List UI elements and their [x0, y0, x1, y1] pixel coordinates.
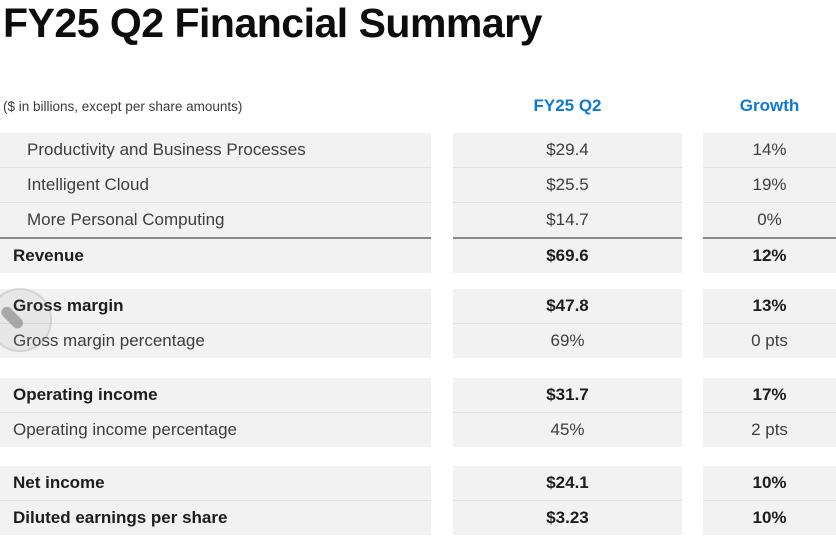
row-value-fy25-q2: 69%: [453, 323, 682, 358]
table-row: More Personal Computing $14.7 0%: [0, 202, 836, 237]
row-value-fy25-q2: $3.23: [453, 500, 682, 535]
table-block: Operating income $31.7 17% Operating inc…: [0, 378, 836, 447]
table-row: Intelligent Cloud $25.5 19%: [0, 167, 836, 202]
row-value-growth: 14%: [703, 133, 836, 167]
table-note: ($ in billions, except per share amounts…: [3, 99, 243, 114]
table-row: Productivity and Business Processes $29.…: [0, 133, 836, 167]
page-title: FY25 Q2 Financial Summary: [3, 0, 542, 46]
table-row: Operating income $31.7 17%: [0, 378, 836, 412]
row-value-growth: 10%: [703, 466, 836, 500]
table-row: Gross margin percentage 69% 0 pts: [0, 323, 836, 358]
table-row: Diluted earnings per share $3.23 10%: [0, 500, 836, 535]
row-value-growth: 13%: [703, 289, 836, 323]
row-value-fy25-q2: $14.7: [453, 202, 682, 237]
row-label: Intelligent Cloud: [0, 167, 431, 202]
table-block: Productivity and Business Processes $29.…: [0, 133, 836, 273]
row-value-growth: 10%: [703, 500, 836, 535]
row-value-growth: 17%: [703, 378, 836, 412]
row-value-fy25-q2: $25.5: [453, 167, 682, 202]
table-row: Revenue $69.6 12%: [0, 237, 836, 273]
row-label: Operating income: [0, 378, 431, 412]
row-label: Productivity and Business Processes: [0, 133, 431, 167]
row-value-fy25-q2: $29.4: [453, 133, 682, 167]
row-label: Revenue: [0, 237, 431, 273]
row-label: Gross margin percentage: [0, 323, 431, 358]
table-row: Net income $24.1 10%: [0, 466, 836, 500]
row-label: Net income: [0, 466, 431, 500]
table-row: Operating income percentage 45% 2 pts: [0, 412, 836, 447]
row-value-fy25-q2: $69.6: [453, 237, 682, 273]
column-header-fy25-q2: FY25 Q2: [533, 96, 602, 115]
row-value-growth: 19%: [703, 167, 836, 202]
table-block: Gross margin $47.8 13% Gross margin perc…: [0, 289, 836, 358]
row-value-growth: 2 pts: [703, 412, 836, 447]
row-label: Operating income percentage: [0, 412, 431, 447]
row-value-fy25-q2: $31.7: [453, 378, 682, 412]
row-label: Gross margin: [0, 289, 431, 323]
row-value-growth: 0 pts: [703, 323, 836, 358]
row-value-fy25-q2: 45%: [453, 412, 682, 447]
row-value-fy25-q2: $47.8: [453, 289, 682, 323]
row-value-growth: 0%: [703, 202, 836, 237]
financial-summary-table: Productivity and Business Processes $29.…: [0, 133, 836, 535]
row-value-fy25-q2: $24.1: [453, 466, 682, 500]
row-value-growth: 12%: [703, 237, 836, 273]
table-block: Net income $24.1 10% Diluted earnings pe…: [0, 466, 836, 535]
column-header-growth: Growth: [739, 96, 800, 115]
row-label: More Personal Computing: [0, 202, 431, 237]
row-label: Diluted earnings per share: [0, 500, 431, 535]
table-row: Gross margin $47.8 13%: [0, 289, 836, 323]
